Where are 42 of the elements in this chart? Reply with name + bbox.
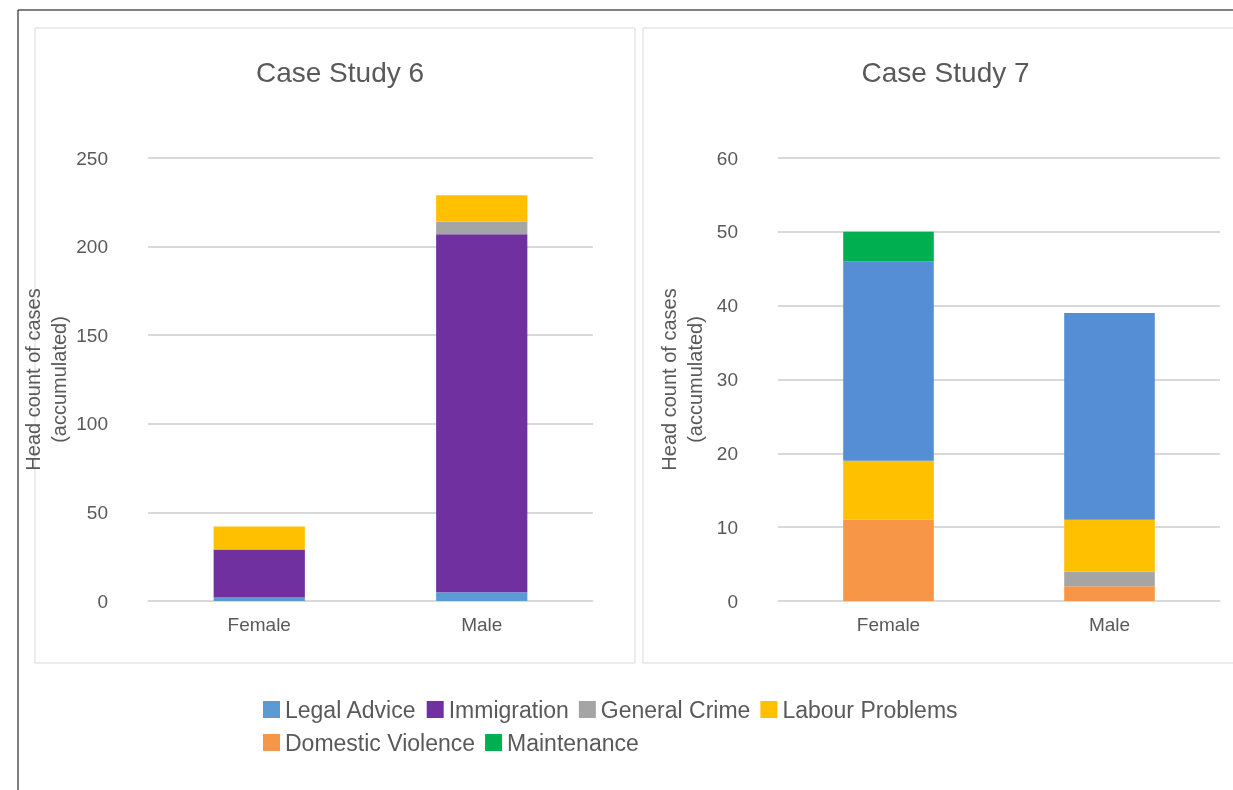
legend-label: General Crime — [600, 696, 751, 723]
bar — [1064, 571, 1155, 587]
bar — [843, 231, 934, 262]
legend-label: Domestic Violence — [285, 729, 476, 756]
bar — [843, 519, 934, 601]
bar — [843, 460, 934, 520]
bar — [1064, 519, 1155, 572]
bar — [213, 597, 305, 601]
bar — [436, 234, 528, 593]
y-tick-label: 40 — [716, 295, 738, 317]
y-tick-label: 20 — [716, 442, 738, 464]
y-tick-label: 0 — [727, 590, 738, 612]
bar — [1064, 586, 1155, 601]
x-tick-label: Female — [856, 614, 921, 635]
y-axis-title: Head count of cases (accumulated) — [658, 288, 706, 471]
legend-label: Immigration — [448, 696, 569, 723]
y-tick-label: 60 — [716, 147, 738, 169]
bar — [843, 261, 934, 461]
y-tick-label: 200 — [76, 236, 108, 258]
y-tick-label: 30 — [716, 369, 738, 390]
y-tick-label: 0 — [97, 590, 108, 612]
y-axis-title: Head count of cases (accumulated) — [22, 288, 71, 471]
bar — [436, 195, 528, 222]
bar — [213, 526, 305, 550]
y-tick-label: 150 — [76, 324, 108, 346]
x-tick-label: Male — [461, 614, 503, 635]
bar — [213, 549, 305, 598]
bar — [436, 592, 528, 601]
chart-title: Case Study 7 — [861, 56, 1030, 88]
legend-label: Labour Problems — [782, 696, 958, 723]
legend-label: Legal Advice — [285, 696, 416, 723]
y-tick-label: 50 — [86, 501, 108, 523]
bar — [436, 221, 528, 235]
legend-label: Maintenance — [507, 729, 639, 756]
y-tick-label: 10 — [716, 516, 738, 538]
bar — [1064, 313, 1155, 520]
y-tick-label: 50 — [716, 221, 738, 243]
x-tick-label: Female — [227, 614, 291, 635]
y-tick-label: 250 — [76, 147, 108, 169]
chart-title: Case Study 6 — [255, 56, 425, 88]
x-tick-label: Male — [1088, 614, 1131, 635]
y-tick-label: 100 — [76, 413, 108, 435]
